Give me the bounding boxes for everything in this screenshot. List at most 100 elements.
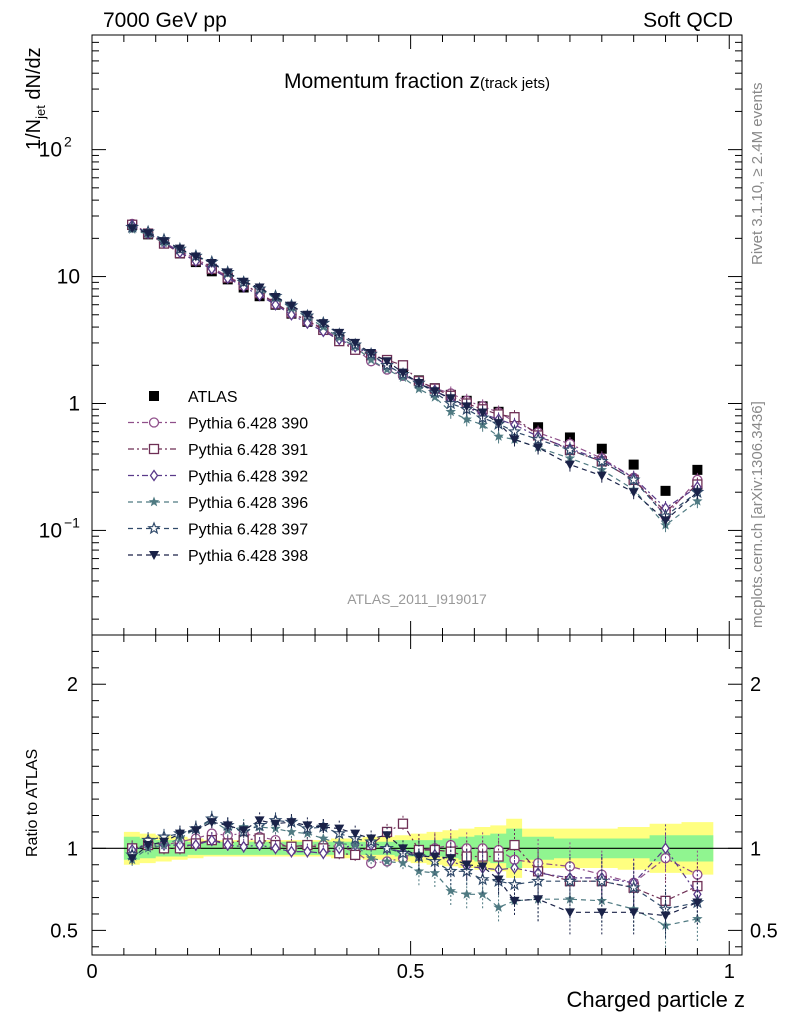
data-point (493, 875, 504, 885)
legend-marker (149, 391, 159, 401)
data-point (429, 387, 440, 397)
main-y-tick-label: 10 (39, 519, 62, 542)
main-y-tick-exponent: −1 (64, 514, 80, 530)
data-point (175, 838, 185, 852)
data-point (254, 283, 265, 293)
legend-entry: Pythia 6.428 398 (128, 548, 308, 565)
main-y-tick-label-base: 10 (39, 139, 62, 162)
main-y-label-tail: dN/dz (23, 47, 45, 105)
series-pythia-6-428-398 (127, 224, 703, 528)
data-point (445, 854, 456, 864)
legend-marker (148, 443, 160, 455)
ratio-frame (91, 634, 743, 956)
ratio-y-tick-label-right: 1 (750, 838, 761, 860)
data-point (334, 824, 345, 834)
data-point (143, 841, 154, 851)
legend-marker (149, 551, 159, 560)
data-point (477, 862, 488, 872)
main-x-ticks (91, 35, 730, 635)
data-point (380, 841, 394, 855)
data-point (127, 854, 138, 864)
data-point (206, 258, 217, 268)
data-point (692, 464, 703, 475)
legend-label: Pythia 6.428 392 (188, 469, 308, 486)
data-point (190, 826, 201, 836)
x-axis-label: Charged particle z (566, 987, 745, 1012)
data-point (350, 338, 361, 348)
data-point (366, 348, 377, 358)
data-point (660, 485, 671, 496)
data-point (564, 460, 575, 470)
data-point (445, 885, 456, 896)
data-point (303, 845, 312, 858)
legend-label: Pythia 6.428 391 (188, 442, 308, 459)
data-point (318, 823, 329, 832)
legend-label: ATLAS (188, 389, 238, 406)
data-point (271, 842, 280, 855)
data-point (628, 459, 639, 470)
data-point (255, 838, 264, 852)
data-point (143, 229, 154, 239)
data-point (381, 364, 393, 374)
data-point (477, 408, 488, 418)
data-point (191, 838, 201, 852)
data-point (564, 908, 575, 918)
data-point (303, 316, 312, 330)
data-point (222, 268, 233, 278)
ratio-y-tick-label-right: 2 (750, 674, 761, 696)
data-point (493, 851, 504, 862)
ratio-y-label: Ratio to ATLAS (24, 749, 41, 857)
legend-marker (147, 521, 161, 535)
data-point (238, 277, 249, 287)
data-point (397, 818, 409, 829)
ratio-series-pythia-6-428-398 (127, 812, 703, 940)
data-point (381, 856, 393, 866)
main-y-label-text: 1/N (23, 119, 45, 150)
data-point (563, 442, 577, 456)
data-point (350, 849, 361, 861)
data-point (509, 896, 520, 906)
legend-label: Pythia 6.428 398 (188, 548, 308, 565)
header-left: 7000 GeV pp (103, 9, 227, 32)
data-point (287, 845, 296, 858)
legend-entry: Pythia 6.428 396 (128, 495, 308, 512)
ratio-y-tick-label: 1 (67, 838, 78, 860)
data-point (318, 833, 329, 843)
data-point (382, 357, 393, 367)
main-y-tick-exponent: 2 (64, 134, 72, 150)
data-point (692, 898, 703, 908)
ratio-y-tick-label: 2 (67, 674, 78, 696)
data-point (223, 838, 233, 852)
legend-label: Pythia 6.428 397 (188, 522, 308, 539)
legend-marker (148, 417, 160, 428)
data-point (254, 816, 265, 826)
data-point (334, 328, 345, 338)
data-point (429, 852, 440, 862)
main-y-tick-label-base: 10 (57, 266, 80, 289)
data-point (533, 443, 544, 453)
data-point (239, 840, 248, 853)
data-point (286, 826, 297, 837)
data-point (692, 495, 703, 506)
main-y-tick-label-base: 1 (68, 392, 80, 415)
main-title-text: Momentum fraction z (284, 70, 480, 93)
data-point (319, 847, 328, 860)
data-point (596, 895, 607, 906)
data-point (397, 844, 408, 854)
data-point (207, 262, 217, 275)
main-title-sub: (track jets) (480, 75, 550, 92)
rivet-label: Rivet 3.1.10, ≥ 2.4M events (749, 83, 766, 266)
data-point (594, 873, 609, 887)
data-point (238, 826, 249, 836)
legend-marker (148, 496, 160, 507)
x-tick-label: 0.5 (397, 961, 425, 983)
data-point (461, 888, 472, 899)
x-tick-label: 0 (86, 961, 97, 983)
data-point (270, 819, 281, 829)
ratio-y-tick-label-right: 0.5 (750, 920, 778, 942)
main-y-tick-label: 10 (39, 139, 62, 162)
legend-entry: Pythia 6.428 397 (128, 521, 308, 539)
data-point (334, 837, 345, 848)
